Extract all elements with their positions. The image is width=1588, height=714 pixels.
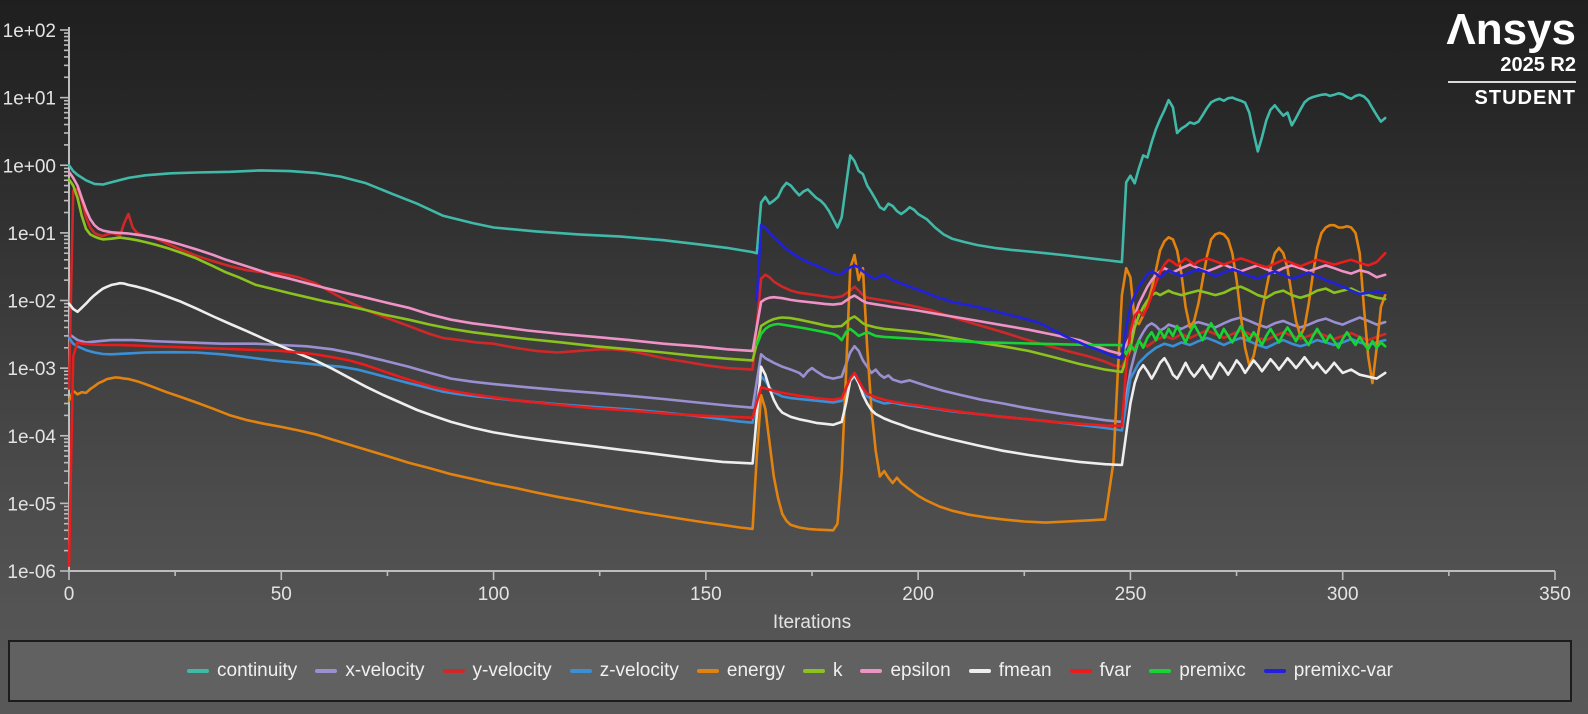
- legend-label-premixc-var: premixc-var: [1293, 660, 1393, 681]
- legend-item-epsilon: epsilon: [860, 660, 951, 682]
- legend-item-premixc: premixc: [1149, 660, 1246, 682]
- svg-text:1e+02: 1e+02: [3, 21, 56, 42]
- legend-swatch-premixc: [1149, 669, 1172, 673]
- legend-swatch-epsilon: [860, 669, 883, 673]
- legend-label-continuity: continuity: [217, 660, 298, 681]
- svg-text:1e-04: 1e-04: [7, 427, 56, 448]
- series-premixc-var: [755, 223, 1387, 360]
- legend-item-continuity: continuity: [187, 660, 297, 682]
- svg-text:350: 350: [1539, 584, 1571, 605]
- ansys-logo-divider: [1448, 81, 1576, 83]
- legend-label-epsilon: epsilon: [890, 660, 951, 681]
- axis-ticks: [60, 29, 1556, 580]
- legend-swatch-fmean: [968, 669, 991, 673]
- svg-text:200: 200: [902, 584, 934, 605]
- svg-text:250: 250: [1115, 584, 1147, 605]
- series-premixc: [755, 322, 1387, 356]
- svg-text:1e+00: 1e+00: [3, 156, 56, 177]
- svg-text:1e-06: 1e-06: [7, 562, 56, 583]
- legend-label-z-velocity: z-velocity: [599, 660, 679, 681]
- svg-text:50: 50: [271, 584, 292, 605]
- svg-text:1e-05: 1e-05: [7, 494, 56, 515]
- series-fvar: [67, 251, 1387, 567]
- legend-item-x-velocity: x-velocity: [315, 660, 425, 682]
- svg-text:1e-02: 1e-02: [7, 292, 56, 313]
- svg-text:1e+01: 1e+01: [3, 89, 56, 110]
- legend-item-y-velocity: y-velocity: [442, 660, 552, 682]
- series-k: [67, 178, 1387, 374]
- legend-item-fmean: fmean: [968, 660, 1052, 682]
- legend-swatch-fvar: [1069, 669, 1092, 673]
- legend-swatch-continuity: [187, 669, 210, 673]
- ansys-logo: Λnsys 2025 R2 STUDENT: [1446, 8, 1576, 109]
- svg-text:150: 150: [690, 584, 722, 605]
- svg-text:1e-01: 1e-01: [7, 224, 56, 245]
- legend-item-k: k: [802, 660, 843, 682]
- legend-swatch-energy: [696, 669, 719, 673]
- series-energy: [67, 223, 1387, 532]
- ansys-logo-release: 2025 R2: [1500, 54, 1576, 76]
- legend-label-energy: energy: [726, 660, 785, 681]
- legend-swatch-z-velocity: [569, 669, 592, 673]
- legend-label-fmean: fmean: [998, 660, 1052, 681]
- svg-text:0: 0: [64, 584, 75, 605]
- series-epsilon: [67, 170, 1387, 356]
- svg-text:100: 100: [478, 584, 510, 605]
- plot-axes: [68, 27, 1555, 572]
- legend-label-y-velocity: y-velocity: [472, 660, 552, 681]
- series-continuity: [67, 92, 1387, 264]
- plot-legend: continuity x-velocity y-velocity z-velocity…: [8, 640, 1572, 702]
- legend-label-premixc: premixc: [1179, 660, 1246, 681]
- legend-item-premixc-var: premixc-var: [1263, 660, 1393, 682]
- legend-label-fvar: fvar: [1099, 660, 1132, 681]
- legend-swatch-y-velocity: [442, 669, 465, 673]
- ansys-logo-edition: STUDENT: [1474, 87, 1576, 109]
- svg-text:1e-03: 1e-03: [7, 359, 56, 380]
- axis-tick-labels: 1e+02 1e+01 1e+00 1e-01 1e-02 1e-03 1e-04 1e-05…: [3, 21, 1571, 605]
- svg-text:300: 300: [1327, 584, 1359, 605]
- legend-label-k: k: [832, 660, 843, 681]
- legend-swatch-premixc-var: [1263, 669, 1286, 673]
- legend-item-z-velocity: z-velocity: [569, 660, 679, 682]
- legend-item-energy: energy: [696, 660, 785, 682]
- x-axis-label: Iterations: [773, 612, 851, 633]
- series-fmean: [67, 281, 1387, 467]
- legend-swatch-x-velocity: [315, 669, 338, 673]
- legend-item-fvar: fvar: [1069, 660, 1132, 682]
- legend-swatch-k: [802, 669, 825, 673]
- ansys-logo-brand: Λnsys: [1446, 5, 1576, 54]
- legend-label-x-velocity: x-velocity: [345, 660, 425, 681]
